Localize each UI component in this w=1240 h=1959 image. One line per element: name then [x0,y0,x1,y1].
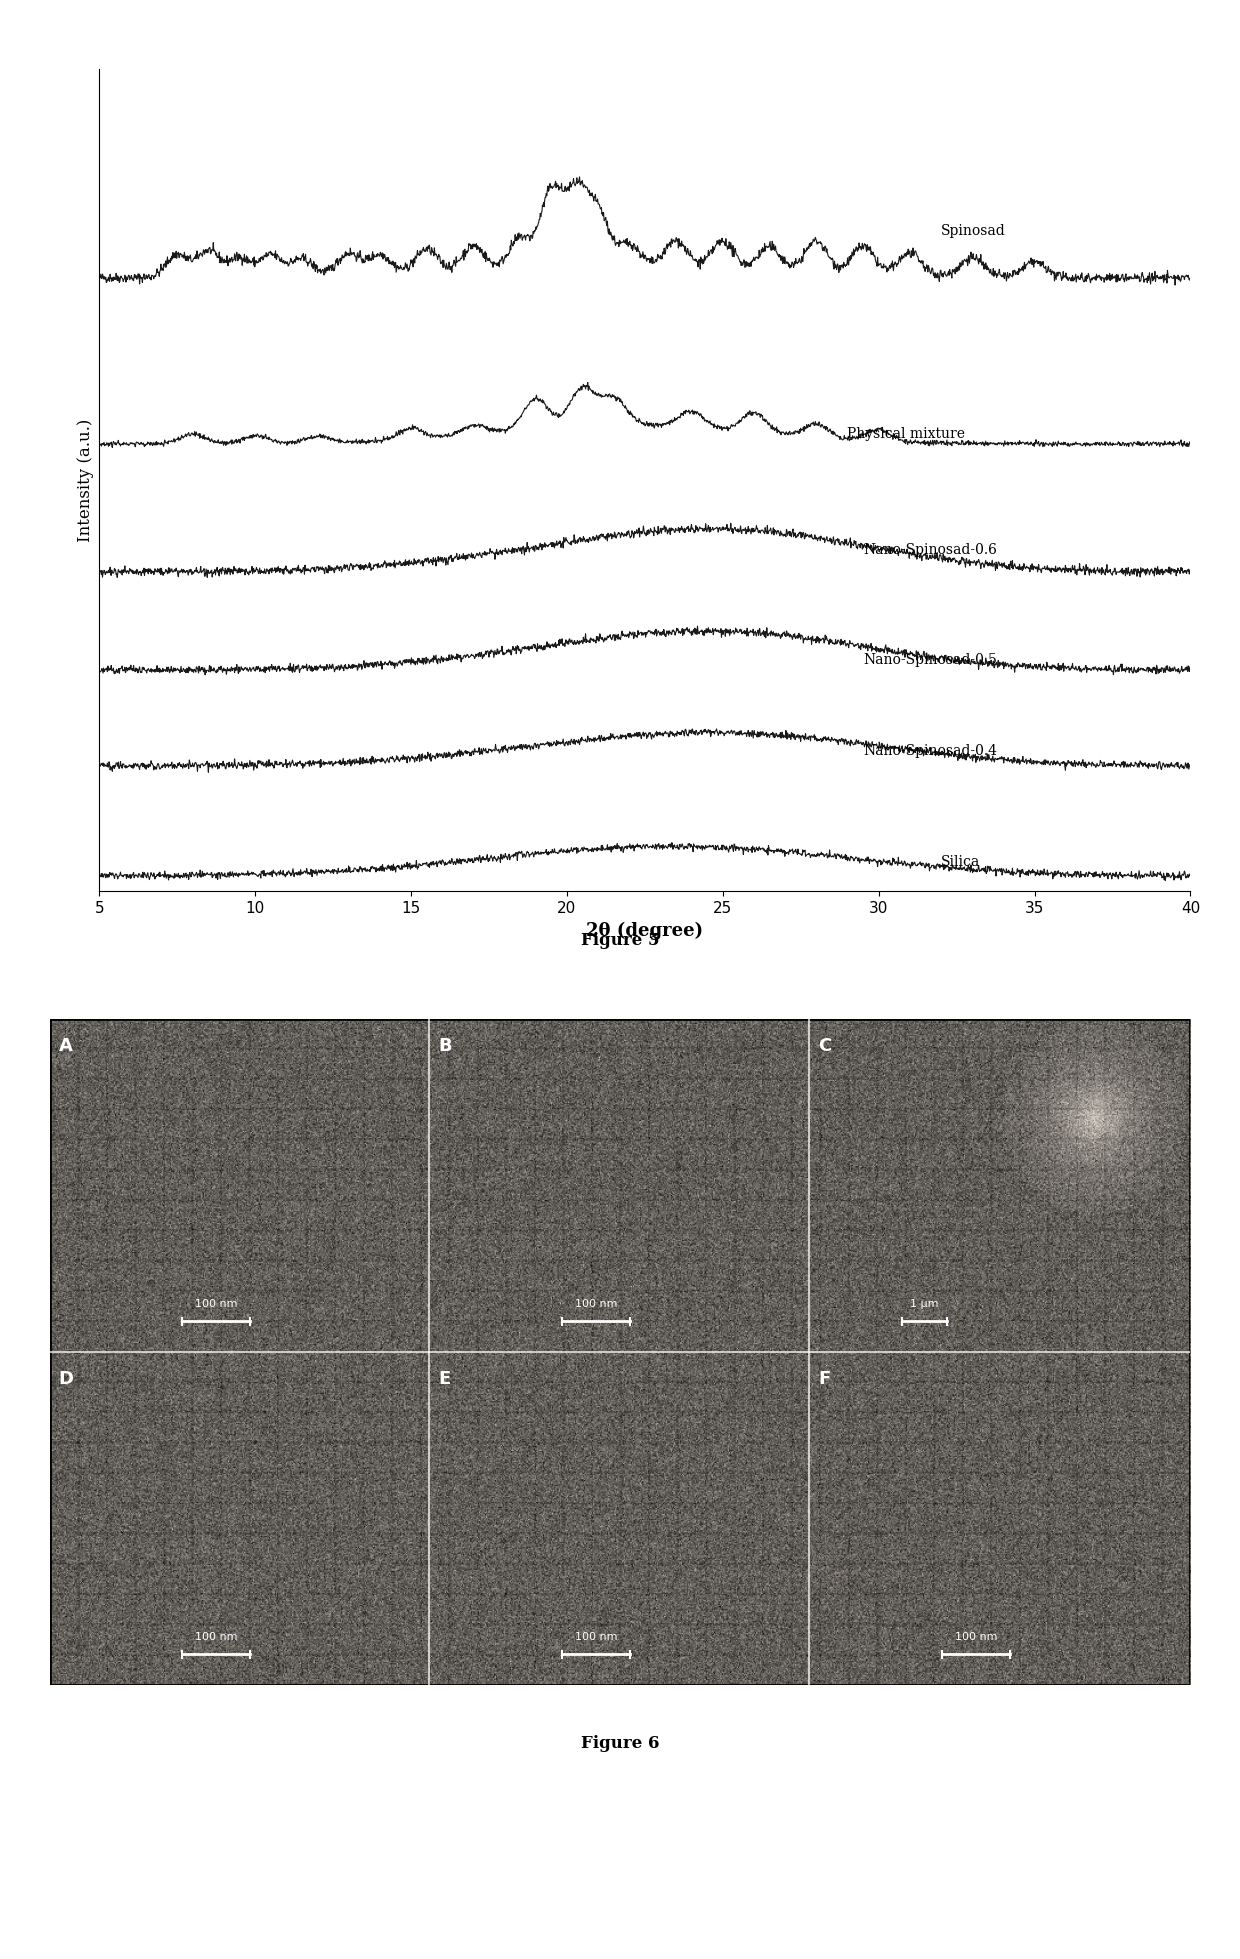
Text: F: F [818,1369,831,1387]
Text: C: C [818,1036,832,1054]
Text: D: D [58,1369,73,1387]
Text: 100 nm: 100 nm [575,1299,618,1309]
Text: Nano-Spinosad-0.4: Nano-Spinosad-0.4 [863,744,997,758]
Text: 100 nm: 100 nm [195,1632,237,1642]
Text: Silica: Silica [941,854,981,868]
Text: Nano-Spinosad-0.6: Nano-Spinosad-0.6 [863,543,997,556]
Text: 1 μm: 1 μm [910,1299,939,1309]
Text: Spinosad: Spinosad [941,223,1006,237]
Text: E: E [439,1369,451,1387]
Text: A: A [58,1036,73,1054]
Text: B: B [439,1036,453,1054]
Text: 100 nm: 100 nm [955,1632,997,1642]
Text: Figure 6: Figure 6 [580,1736,660,1751]
Text: Nano-Spinosad-0.5: Nano-Spinosad-0.5 [863,652,997,668]
Text: 100 nm: 100 nm [575,1632,618,1642]
Text: Physical mixture: Physical mixture [847,427,966,441]
Text: 100 nm: 100 nm [195,1299,237,1309]
X-axis label: 2θ (degree): 2θ (degree) [587,921,703,940]
Y-axis label: Intensity (a.u.): Intensity (a.u.) [77,419,94,541]
Text: Figure 5: Figure 5 [580,932,660,948]
